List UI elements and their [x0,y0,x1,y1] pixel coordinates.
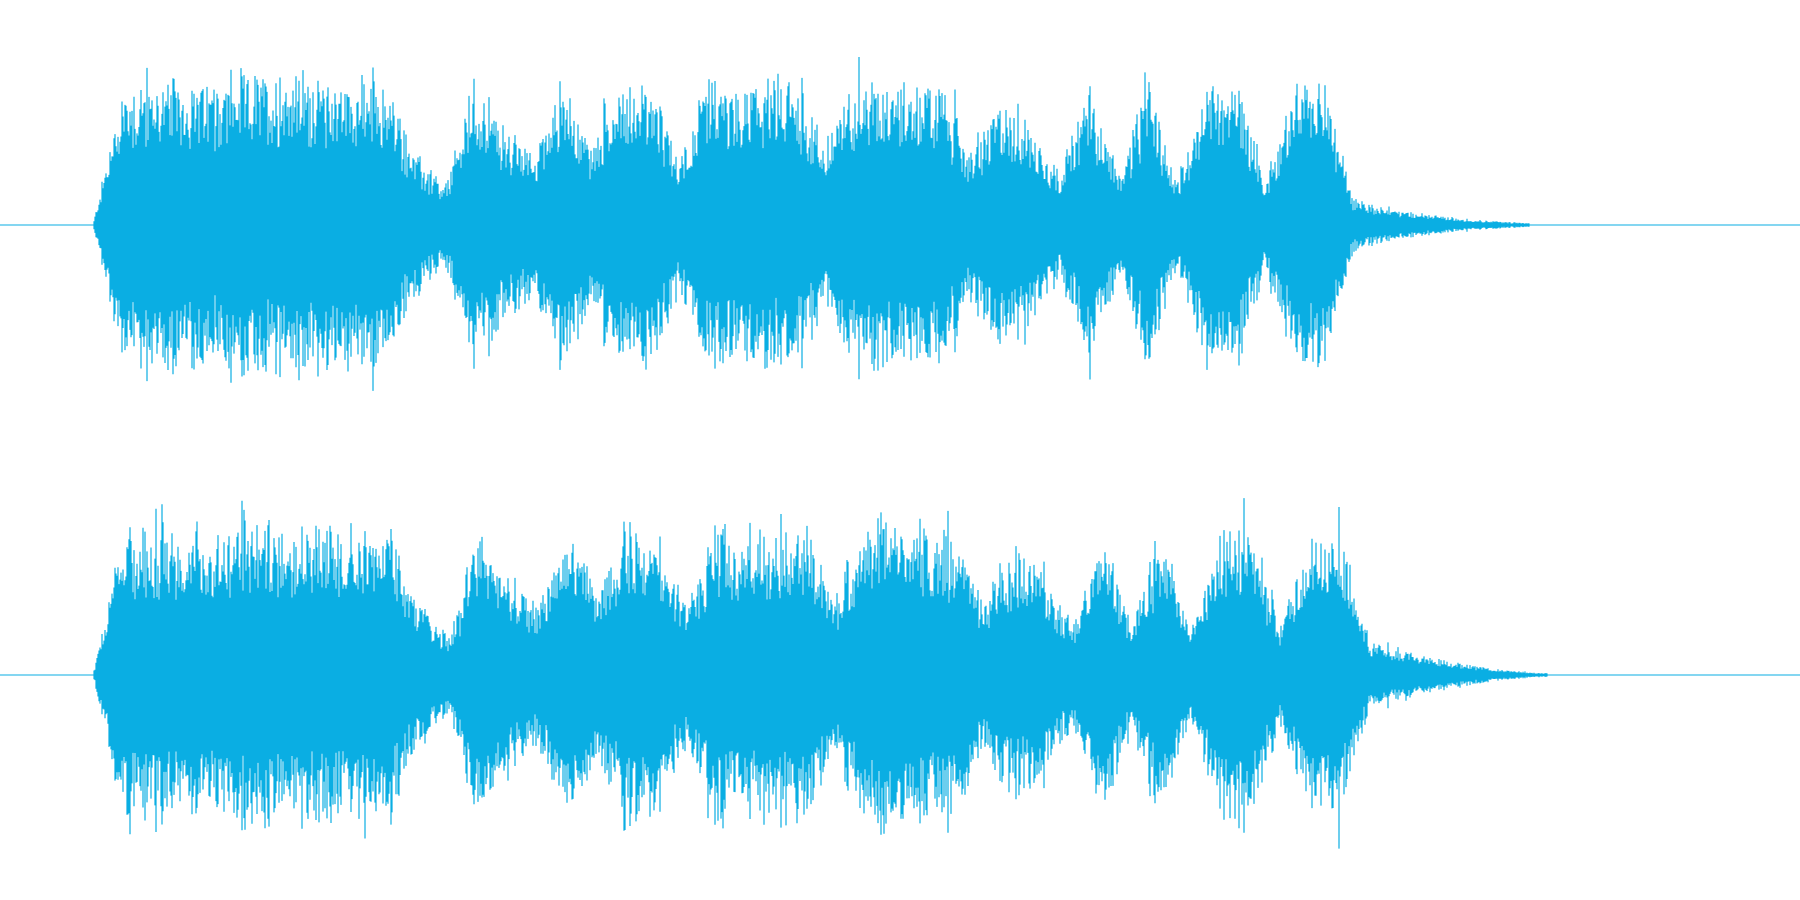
channel-2-waveform[interactable] [0,498,1800,849]
channel-1-waveform[interactable] [0,57,1800,391]
channel-signal [93,57,1530,391]
channel-signal [93,498,1548,849]
